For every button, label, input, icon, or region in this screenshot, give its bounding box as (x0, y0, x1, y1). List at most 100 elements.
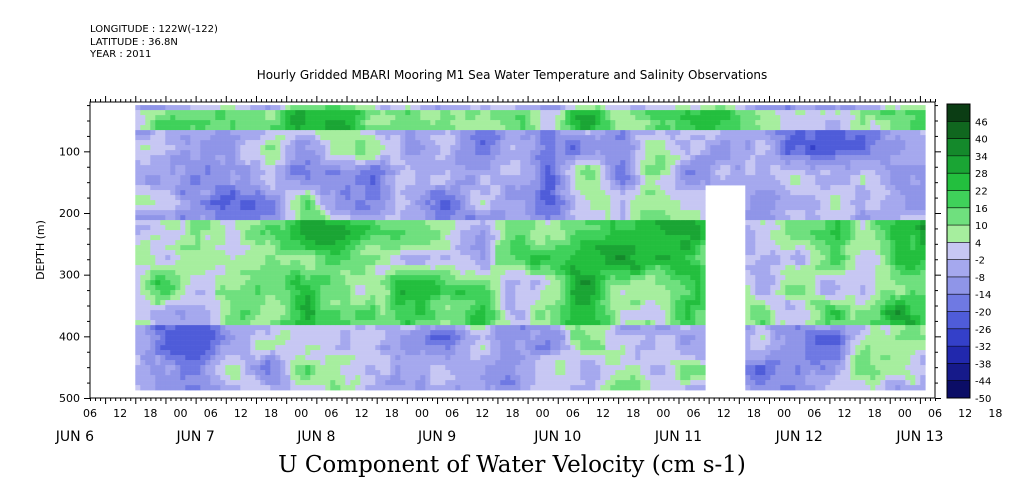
heat-cell (220, 220, 226, 226)
heat-cell (360, 375, 366, 381)
heat-cell (240, 230, 246, 236)
heat-cell (380, 225, 386, 231)
heat-cell (210, 200, 216, 206)
heat-cell (265, 225, 271, 231)
heat-cell (325, 205, 331, 211)
heat-cell (135, 175, 141, 181)
heat-cell (320, 370, 326, 376)
heat-cell (165, 350, 171, 356)
heat-cell (305, 235, 311, 241)
heat-cell (380, 275, 386, 281)
heat-cell (330, 295, 336, 301)
heat-cell (450, 320, 456, 326)
heat-cell (350, 365, 356, 371)
heat-cell (235, 110, 241, 116)
heat-cell (465, 150, 471, 156)
heat-cell (290, 130, 296, 136)
heat-cell (150, 130, 156, 136)
heat-cell (545, 190, 551, 196)
heat-cell (365, 350, 371, 356)
heat-cell (370, 160, 376, 166)
heat-cell (335, 140, 341, 146)
heat-cell (325, 160, 331, 166)
heat-cell (255, 275, 261, 281)
heat-cell (385, 340, 391, 346)
heat-cell (440, 230, 446, 236)
heat-cell (455, 270, 461, 276)
heat-cell (135, 315, 141, 321)
heat-cell (480, 300, 486, 306)
heat-cell (315, 175, 321, 181)
heat-cell (220, 340, 226, 346)
heat-cell (245, 250, 251, 256)
heat-cell (455, 255, 461, 261)
heat-cell (545, 120, 551, 126)
heat-cell (530, 325, 536, 331)
heat-cell (155, 190, 161, 196)
heat-cell (530, 375, 536, 381)
heat-cell (425, 200, 431, 206)
heat-cell (255, 285, 261, 291)
heat-cell (440, 355, 446, 361)
heat-cell (525, 125, 531, 131)
heat-cell (210, 155, 216, 161)
heat-cell (385, 330, 391, 336)
heat-cell (190, 210, 196, 216)
heat-cell (330, 345, 336, 351)
heat-cell (215, 250, 221, 256)
heat-cell (500, 165, 506, 171)
heat-cell (455, 290, 461, 296)
heat-cell (185, 220, 191, 226)
heat-cell (455, 330, 461, 336)
heat-cell (545, 345, 551, 351)
heat-cell (220, 330, 226, 336)
heat-cell (295, 335, 301, 341)
heat-cell (170, 135, 176, 141)
heat-cell (140, 135, 146, 141)
heat-cell (430, 155, 436, 161)
heat-cell (330, 270, 336, 276)
heat-cell (450, 330, 456, 336)
heat-cell (140, 165, 146, 171)
heat-cell (315, 115, 321, 121)
heat-cell (160, 175, 166, 181)
heat-cell (200, 150, 206, 156)
heat-cell (485, 335, 491, 341)
heat-cell (465, 175, 471, 181)
heat-cell (325, 230, 331, 236)
heat-cell (170, 290, 176, 296)
heat-cell (535, 385, 541, 391)
heat-cell (455, 165, 461, 171)
heat-cell (400, 130, 406, 136)
heat-cell (530, 125, 536, 131)
heat-cell (475, 160, 481, 166)
heat-cell (240, 270, 246, 276)
heat-cell (215, 130, 221, 136)
heat-cell (170, 295, 176, 301)
heat-cell (445, 180, 451, 186)
heat-cell (505, 300, 511, 306)
heat-cell (275, 110, 281, 116)
heat-cell (205, 155, 211, 161)
heat-cell (305, 355, 311, 361)
heat-cell (195, 205, 201, 211)
heat-cell (525, 355, 531, 361)
heat-cell (210, 255, 216, 261)
heat-cell (210, 240, 216, 246)
heat-cell (440, 205, 446, 211)
heat-cell (235, 350, 241, 356)
heat-cell (250, 180, 256, 186)
heat-cell (405, 165, 411, 171)
heat-cell (525, 230, 531, 236)
heat-cell (400, 285, 406, 291)
heat-cell (145, 160, 151, 166)
heat-cell (490, 125, 496, 131)
heat-cell (155, 275, 161, 281)
heat-cell (280, 115, 286, 121)
heat-cell (485, 315, 491, 321)
heat-cell (475, 225, 481, 231)
heat-cell (355, 150, 361, 156)
heat-cell (380, 255, 386, 261)
heat-cell (355, 270, 361, 276)
heat-cell (520, 150, 526, 156)
